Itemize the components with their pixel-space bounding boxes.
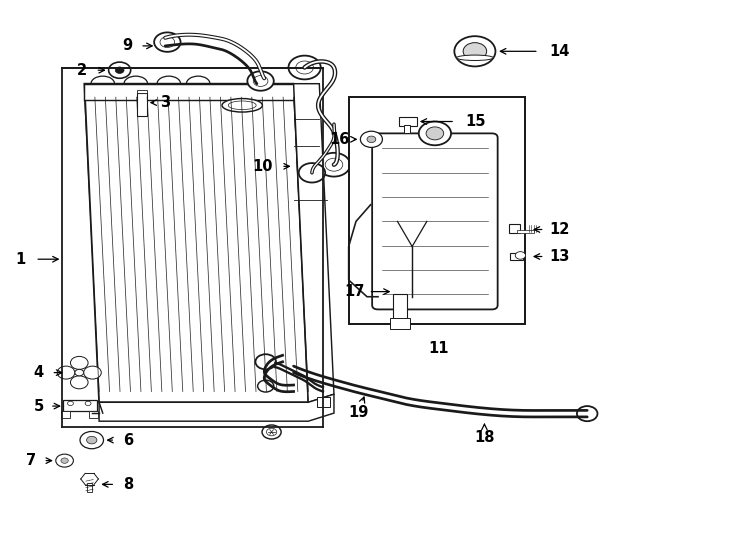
Text: 17: 17 [344, 284, 365, 299]
Bar [89, 411, 98, 418]
Circle shape [426, 127, 443, 140]
Circle shape [454, 36, 495, 66]
Circle shape [318, 153, 350, 177]
Bar [317, 397, 330, 407]
Polygon shape [294, 84, 334, 402]
Circle shape [75, 369, 84, 376]
Circle shape [56, 454, 73, 467]
Bar [404, 125, 410, 133]
Text: 13: 13 [549, 249, 570, 264]
Circle shape [418, 122, 451, 145]
Bar [517, 230, 534, 233]
Text: 6: 6 [123, 433, 134, 448]
Circle shape [61, 458, 68, 463]
Bar [390, 318, 410, 329]
Circle shape [70, 356, 88, 369]
Circle shape [80, 431, 103, 449]
Text: 8: 8 [123, 477, 134, 492]
Bar [87, 483, 92, 492]
Circle shape [70, 376, 88, 389]
Circle shape [109, 62, 131, 78]
Circle shape [255, 354, 276, 369]
Circle shape [258, 380, 274, 392]
Circle shape [367, 136, 376, 143]
Bar [63, 400, 97, 411]
Text: 3: 3 [160, 95, 170, 110]
Polygon shape [84, 84, 294, 100]
Circle shape [360, 131, 382, 147]
Circle shape [577, 406, 597, 421]
Text: 10: 10 [252, 159, 273, 174]
Bar [399, 117, 417, 126]
Text: 14: 14 [549, 44, 570, 59]
Bar [137, 93, 147, 116]
Text: 15: 15 [465, 114, 486, 129]
Bar [349, 97, 525, 324]
Text: 5: 5 [34, 399, 44, 414]
Polygon shape [84, 84, 308, 402]
Bar [509, 224, 520, 233]
Bar [510, 253, 523, 260]
Circle shape [115, 67, 124, 73]
Polygon shape [99, 394, 334, 421]
Ellipse shape [222, 98, 262, 112]
Text: 18: 18 [474, 430, 495, 445]
Ellipse shape [457, 55, 493, 60]
Text: 2: 2 [77, 63, 87, 78]
Circle shape [463, 43, 487, 60]
Text: 4: 4 [34, 365, 44, 380]
Text: 7: 7 [26, 453, 37, 468]
Circle shape [247, 71, 274, 91]
Text: 19: 19 [348, 404, 368, 420]
Circle shape [154, 32, 181, 52]
Circle shape [515, 252, 526, 259]
Circle shape [57, 366, 75, 379]
FancyBboxPatch shape [372, 133, 498, 309]
Text: 1: 1 [15, 252, 26, 267]
Text: 9: 9 [122, 38, 132, 53]
Text: 12: 12 [549, 222, 570, 237]
Bar [61, 411, 70, 418]
Bar [137, 90, 147, 93]
Text: 11: 11 [428, 341, 448, 356]
Bar [393, 294, 407, 319]
Circle shape [84, 366, 101, 379]
Text: 16: 16 [330, 132, 350, 147]
Circle shape [299, 163, 325, 183]
Circle shape [262, 425, 281, 439]
Circle shape [288, 56, 321, 79]
Circle shape [87, 436, 97, 444]
